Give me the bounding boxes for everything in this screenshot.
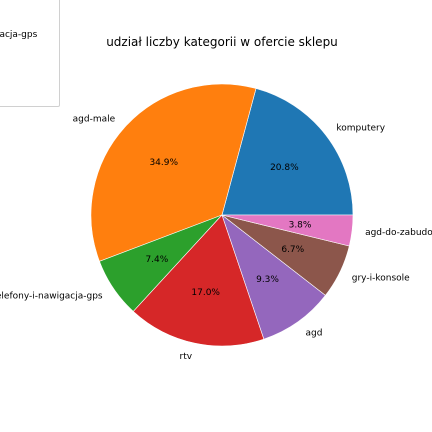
slice-category-label: rtv [180, 352, 193, 362]
pie-slice-agd [221, 214, 326, 340]
pie-slice-agd-male [90, 83, 257, 262]
slice-category-label: gry-i-konsole [352, 274, 410, 284]
slice-percentage-label: 9.3% [256, 275, 279, 285]
slice-percentage-label: 17.0% [191, 288, 220, 298]
slice-percentage-label: 7.4% [145, 255, 168, 265]
slice-percentage-label: 20.8% [270, 163, 299, 173]
legend-item: telefony-i-nawigacja-gps [0, 30, 38, 40]
slice-percentage-label: 34.9% [149, 158, 178, 168]
slice-category-label: agd-male [73, 114, 116, 124]
slice-category-label: agd [305, 328, 322, 338]
slice-percentage-label: 6.7% [281, 245, 304, 255]
pie-slice-komputery [221, 88, 354, 216]
legend: telefony-i-nawigacja-gps agd-wolnostojac… [0, 0, 60, 107]
pie-slice-agd-do-zabudowy [221, 214, 354, 247]
slice-category-label: komputery [336, 123, 385, 133]
slice-percentage-label: 3.8% [289, 220, 312, 230]
slice-category-label: telefony-i-nawigacja-gps [0, 292, 103, 302]
chart-title: udział liczby kategorii w ofercie sklepu [106, 35, 338, 49]
pie-slice-rtv [132, 214, 265, 347]
slice-category-label: agd-do-zabudowy [365, 228, 432, 238]
